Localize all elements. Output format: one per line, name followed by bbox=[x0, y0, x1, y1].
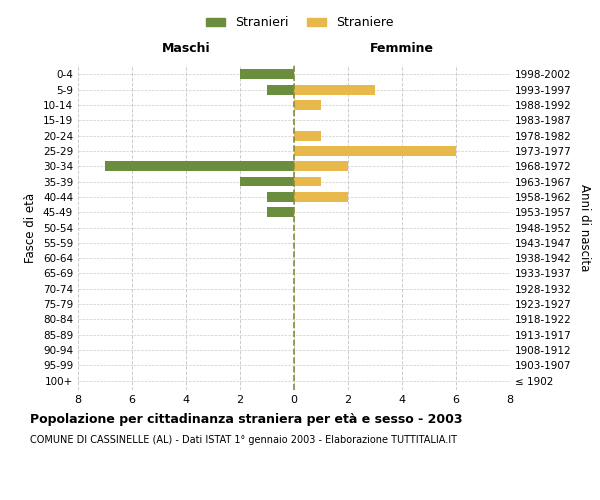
Bar bbox=[240, 176, 294, 186]
Bar bbox=[267, 207, 294, 217]
Bar bbox=[294, 146, 456, 156]
Text: COMUNE DI CASSINELLE (AL) - Dati ISTAT 1° gennaio 2003 - Elaborazione TUTTITALIA: COMUNE DI CASSINELLE (AL) - Dati ISTAT 1… bbox=[30, 435, 457, 445]
Legend: Stranieri, Straniere: Stranieri, Straniere bbox=[202, 11, 398, 34]
Y-axis label: Anni di nascita: Anni di nascita bbox=[578, 184, 591, 271]
Bar bbox=[267, 192, 294, 202]
Bar bbox=[267, 84, 294, 94]
Y-axis label: Fasce di età: Fasce di età bbox=[25, 192, 37, 262]
Bar bbox=[294, 100, 321, 110]
Bar bbox=[105, 161, 294, 171]
Bar bbox=[294, 130, 321, 140]
Bar bbox=[294, 161, 348, 171]
Text: Maschi: Maschi bbox=[161, 42, 211, 55]
Bar bbox=[240, 69, 294, 79]
Text: Popolazione per cittadinanza straniera per età e sesso - 2003: Popolazione per cittadinanza straniera p… bbox=[30, 412, 463, 426]
Bar bbox=[294, 84, 375, 94]
Bar bbox=[294, 192, 348, 202]
Bar bbox=[294, 176, 321, 186]
Text: Femmine: Femmine bbox=[370, 42, 434, 55]
